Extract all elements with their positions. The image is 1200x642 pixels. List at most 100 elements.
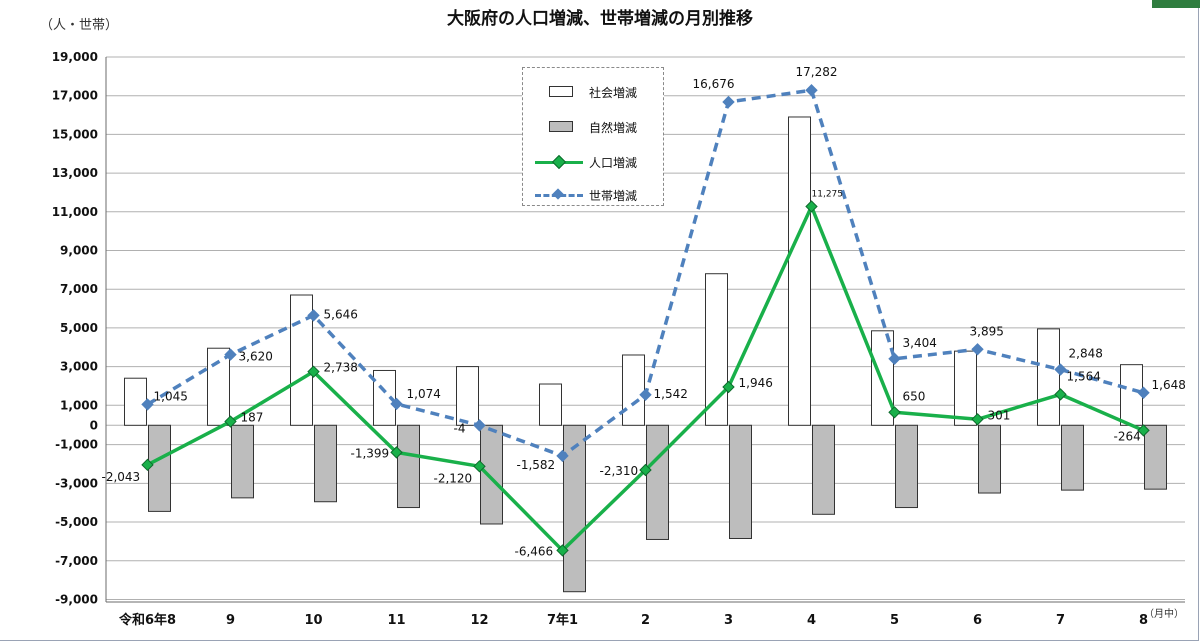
bar-social (788, 116, 811, 426)
population-data-label: 11,275 (812, 189, 844, 199)
y-tick-label: 17,000 (52, 89, 98, 103)
x-tick-label: 10 (304, 613, 322, 628)
household-point (224, 348, 237, 361)
household-point (639, 388, 652, 402)
chart-title: 大阪府の人口増減、世帯増減の月別推移 (447, 9, 753, 29)
bar-social (456, 366, 479, 426)
x-tick-label: 6 (973, 613, 982, 628)
legend-swatch-natural (535, 117, 583, 137)
legend-swatch-household (535, 185, 583, 205)
legend-label-social: 社会増減 (589, 85, 638, 100)
population-point (888, 406, 901, 419)
household-data-label: 2,848 (1069, 347, 1103, 361)
population-point (971, 413, 984, 426)
legend-swatch-social (535, 82, 583, 102)
household-point (971, 343, 984, 356)
household-data-label: 1,074 (407, 387, 441, 401)
household-data-label: 3,895 (970, 324, 1004, 338)
household-point (307, 309, 320, 322)
bar-natural (729, 424, 752, 539)
x-tick-label: 3 (724, 613, 733, 628)
population-point (639, 463, 652, 477)
x-tick-label: 11 (387, 613, 405, 628)
legend-item-natural: 自然増減 (535, 117, 637, 137)
bar-social (705, 273, 728, 426)
bar-natural (895, 424, 918, 509)
y-tick-label: 3,000 (60, 360, 98, 374)
household-data-label: 3,620 (239, 350, 273, 364)
bar-natural (812, 424, 835, 515)
household-point (141, 398, 154, 411)
household-point (1054, 363, 1067, 376)
household-point (390, 397, 403, 411)
household-point (722, 95, 735, 109)
household-data-label: -1,582 (517, 458, 556, 472)
y-tick-label: -9,000 (55, 592, 98, 606)
population-data-label: 1,564 (1067, 369, 1101, 383)
household-data-label: 16,676 (693, 77, 735, 91)
population-point (390, 446, 403, 459)
bar-natural (148, 424, 171, 512)
population-data-label: 2,738 (324, 361, 358, 375)
x-tick-label: 2 (641, 613, 650, 628)
population-data-label: -2,120 (434, 471, 473, 485)
household-data-label: 1,542 (654, 387, 688, 401)
household-point (1137, 386, 1150, 399)
y-tick-label: 5,000 (60, 321, 98, 335)
bar-social (539, 383, 562, 426)
population-point (805, 200, 818, 213)
population-data-label: -2,043 (102, 470, 141, 484)
y-tick-label: 11,000 (52, 205, 98, 219)
y-tick-label: 15,000 (52, 127, 98, 141)
y-tick-label: 0 (90, 418, 98, 432)
legend: 社会増減 自然増減 人口増減 世帯増減 (522, 67, 664, 206)
bar-natural (480, 424, 503, 525)
population-data-label: 301 (988, 408, 1011, 422)
legend-swatch-population (535, 152, 583, 172)
population-point (1054, 388, 1067, 401)
x-tick-label: 9 (226, 613, 235, 628)
y-tick-label: 13,000 (52, 166, 98, 180)
household-data-label: 1,648 (1152, 378, 1186, 392)
household-data-label: 1,045 (154, 389, 188, 403)
bar-natural (1061, 424, 1084, 491)
legend-label-household: 世帯増減 (589, 188, 638, 203)
bar-natural (978, 424, 1001, 494)
population-data-label: 650 (903, 389, 926, 403)
y-tick-label: -5,000 (55, 515, 98, 529)
population-data-label: 1,946 (739, 376, 773, 390)
y-tick-label: 7,000 (60, 282, 98, 296)
x-tick-label: 令和6年8 (119, 612, 176, 628)
x-tick-label: 7 (1056, 613, 1065, 628)
household-point (556, 449, 569, 463)
bar-natural (314, 424, 337, 503)
population-point (141, 458, 154, 472)
bar-social (207, 347, 230, 426)
x-axis-unit-label: （月中） (1144, 609, 1184, 620)
population-point (473, 460, 486, 473)
bar-social (1120, 364, 1143, 426)
population-point (307, 365, 320, 378)
x-tick-label: 4 (807, 613, 816, 628)
y-tick-label: -3,000 (55, 476, 98, 490)
y-tick-label: -1,000 (55, 438, 98, 452)
population-data-label: -1,399 (351, 446, 390, 460)
bar-natural (646, 424, 669, 540)
population-point (1137, 424, 1150, 437)
y-tick-label: 19,000 (52, 50, 98, 64)
bar-social (622, 354, 645, 426)
legend-label-natural: 自然増減 (589, 120, 638, 135)
household-point (805, 84, 818, 97)
bar-social (124, 377, 147, 426)
legend-item-household: 世帯増減 (535, 185, 637, 205)
bar-social (1037, 328, 1060, 426)
y-axis-unit-label: （人・世帯） (40, 18, 119, 33)
population-data-label: -6,466 (515, 544, 554, 558)
population-data-label: 187 (241, 411, 264, 425)
legend-item-population: 人口増減 (535, 152, 637, 172)
legend-label-population: 人口増減 (589, 155, 638, 170)
y-tick-label: -7,000 (55, 554, 98, 568)
bar-natural (397, 424, 420, 509)
